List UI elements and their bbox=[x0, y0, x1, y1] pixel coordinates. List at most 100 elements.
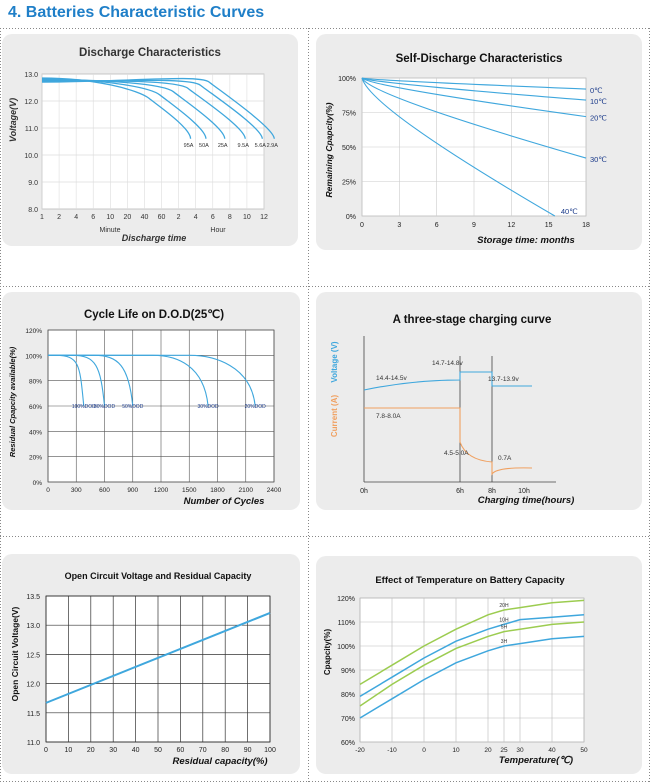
ocv-x-tick: 30 bbox=[109, 747, 117, 754]
discharge-y-tick: 8.0 bbox=[28, 207, 38, 214]
ocv-title: Open Circuit Voltage and Residual Capaci… bbox=[65, 571, 252, 581]
cycle-life-ylabel: Residual Cpapcity available(%) bbox=[8, 346, 17, 457]
discharge-x-tick: 2 bbox=[177, 214, 181, 221]
charging-voltage-line bbox=[363, 371, 532, 391]
discharge-series-label: 50A bbox=[199, 143, 209, 149]
ocv-y-tick: 13.5 bbox=[26, 594, 40, 601]
discharge-y-tick: 11.0 bbox=[25, 126, 38, 133]
ocv-x-tick: 40 bbox=[132, 747, 140, 754]
discharge-x-tick: 4 bbox=[74, 214, 78, 221]
temperature-chart: Effect of Temperature on Battery Capacit… bbox=[316, 556, 642, 774]
charging-annotation: 13.7-13.9v bbox=[488, 376, 519, 383]
charging-curve-chart: A three-stage charging curve 14.4-14.5v 1… bbox=[316, 292, 642, 510]
temperature-series-line bbox=[359, 635, 585, 719]
charging-annotation: 0.7A bbox=[498, 455, 512, 462]
charging-x-tick: 6h bbox=[456, 488, 464, 495]
discharge-xlabel: Discharge time bbox=[122, 233, 187, 243]
discharge-x-tick: 4 bbox=[194, 214, 198, 221]
temperature-x-tick: 0 bbox=[422, 747, 426, 754]
self-discharge-series-line bbox=[361, 77, 556, 217]
temperature-title: Effect of Temperature on Battery Capacit… bbox=[375, 575, 565, 586]
ocv-chart: Open Circuit Voltage and Residual Capaci… bbox=[2, 554, 300, 774]
ocv-ylabel: Open Circuit Voltage(V) bbox=[10, 606, 20, 701]
cycle-life-x-tick: 2400 bbox=[267, 487, 282, 494]
temperature-series-label: 3H bbox=[501, 639, 508, 645]
cycle-life-series-label: 30%DOD bbox=[198, 404, 220, 410]
discharge-x-tick: 6 bbox=[211, 214, 215, 221]
discharge-hour-label: Hour bbox=[210, 227, 226, 234]
ocv-y-tick: 11.5 bbox=[27, 711, 40, 718]
discharge-x-tick: 10 bbox=[106, 214, 114, 221]
self-discharge-title: Self-Discharge Characteristics bbox=[396, 53, 563, 65]
cycle-life-y-tick: 100% bbox=[25, 353, 42, 360]
self-discharge-x-tick: 6 bbox=[435, 222, 439, 229]
charging-annotation: 7.8-8.0A bbox=[376, 413, 401, 420]
ocv-series-line bbox=[45, 612, 271, 704]
self-discharge-y-tick: 0% bbox=[346, 214, 356, 221]
cycle-life-xlabel: Number of Cycles bbox=[184, 496, 265, 507]
discharge-x-tick: 1 bbox=[40, 214, 44, 221]
temperature-ylabel: Cpapcity(%) bbox=[323, 629, 332, 676]
discharge-x-tick: 12 bbox=[260, 214, 268, 221]
cycle-life-x-tick: 2100 bbox=[239, 487, 254, 494]
ocv-x-tick: 50 bbox=[154, 747, 162, 754]
discharge-x-tick: 2 bbox=[57, 214, 61, 221]
cycle-life-series-label: 50%DOD bbox=[122, 404, 144, 410]
charging-x-tick: 10h bbox=[518, 488, 530, 495]
temperature-x-tick: 30 bbox=[516, 747, 524, 754]
discharge-x-tick: 40 bbox=[141, 214, 149, 221]
section-heading: 4. Batteries Characteristic Curves bbox=[8, 4, 265, 21]
temperature-series-line bbox=[359, 599, 585, 686]
self-discharge-series-label: 20℃ bbox=[590, 114, 607, 123]
self-discharge-x-tick: 12 bbox=[507, 222, 515, 229]
ocv-x-tick: 70 bbox=[199, 747, 207, 754]
cycle-life-series-label: 80%DOD bbox=[94, 404, 116, 410]
discharge-series-label: 5.6A bbox=[255, 143, 267, 149]
self-discharge-x-tick: 18 bbox=[582, 222, 590, 229]
ocv-x-tick: 20 bbox=[87, 747, 95, 754]
temperature-y-tick: 70% bbox=[341, 716, 355, 723]
discharge-series-label: 25A bbox=[218, 143, 228, 149]
temperature-series-label: 5H bbox=[501, 625, 508, 631]
cycle-life-x-tick: 1800 bbox=[210, 487, 225, 494]
cycle-life-y-tick: 0% bbox=[33, 480, 43, 487]
temperature-y-tick: 90% bbox=[341, 668, 355, 675]
temperature-series-line bbox=[359, 621, 585, 707]
discharge-chart: Discharge Characteristics 13.0 12.0 11.0 10… bbox=[2, 34, 298, 246]
cycle-life-x-tick: 0 bbox=[46, 487, 50, 494]
discharge-series-label: 95A bbox=[184, 143, 194, 149]
self-discharge-xlabel: Storage time: months bbox=[477, 235, 575, 246]
self-discharge-x-tick: 0 bbox=[360, 222, 364, 229]
discharge-y-tick: 10.0 bbox=[24, 153, 38, 160]
self-discharge-x-tick: 3 bbox=[397, 222, 401, 229]
discharge-y-tick: 12.0 bbox=[24, 99, 38, 106]
self-discharge-series-label: 0℃ bbox=[590, 86, 603, 95]
self-discharge-series-label: 30℃ bbox=[590, 155, 607, 164]
temperature-x-tick: 40 bbox=[548, 747, 556, 754]
discharge-y-tick: 13.0 bbox=[24, 72, 38, 79]
ocv-y-tick: 11.0 bbox=[27, 740, 40, 747]
temperature-xlabel: Temperature(℃) bbox=[499, 755, 573, 766]
self-discharge-x-tick: 9 bbox=[472, 222, 476, 229]
cycle-life-series-label: 20%DOD bbox=[245, 404, 267, 410]
ocv-x-tick: 60 bbox=[177, 747, 185, 754]
cycle-life-title: Cycle Life on D.O.D(25℃) bbox=[84, 308, 224, 321]
temperature-y-tick: 110% bbox=[338, 620, 355, 627]
self-discharge-series-line bbox=[361, 77, 587, 90]
cycle-life-x-tick: 900 bbox=[127, 487, 138, 494]
discharge-x-tick: 20 bbox=[123, 214, 131, 221]
self-discharge-series-label: 40℃ bbox=[561, 207, 578, 216]
cycle-life-y-tick: 80% bbox=[29, 379, 42, 386]
temperature-x-tick: 20 bbox=[484, 747, 492, 754]
discharge-ylabel: Voltage(V) bbox=[8, 98, 18, 142]
cycle-life-y-tick: 120% bbox=[25, 328, 42, 335]
ocv-x-tick: 80 bbox=[221, 747, 229, 754]
discharge-series-label: 9.5A bbox=[238, 143, 250, 149]
cycle-life-x-tick: 300 bbox=[71, 487, 82, 494]
self-discharge-y-tick: 25% bbox=[342, 180, 356, 187]
temperature-x-tick: -10 bbox=[387, 747, 397, 754]
ocv-y-tick: 13.0 bbox=[26, 623, 40, 630]
self-discharge-y-tick: 100% bbox=[338, 76, 356, 83]
temperature-y-tick: 120% bbox=[337, 596, 355, 603]
cycle-life-y-tick: 20% bbox=[29, 455, 42, 462]
